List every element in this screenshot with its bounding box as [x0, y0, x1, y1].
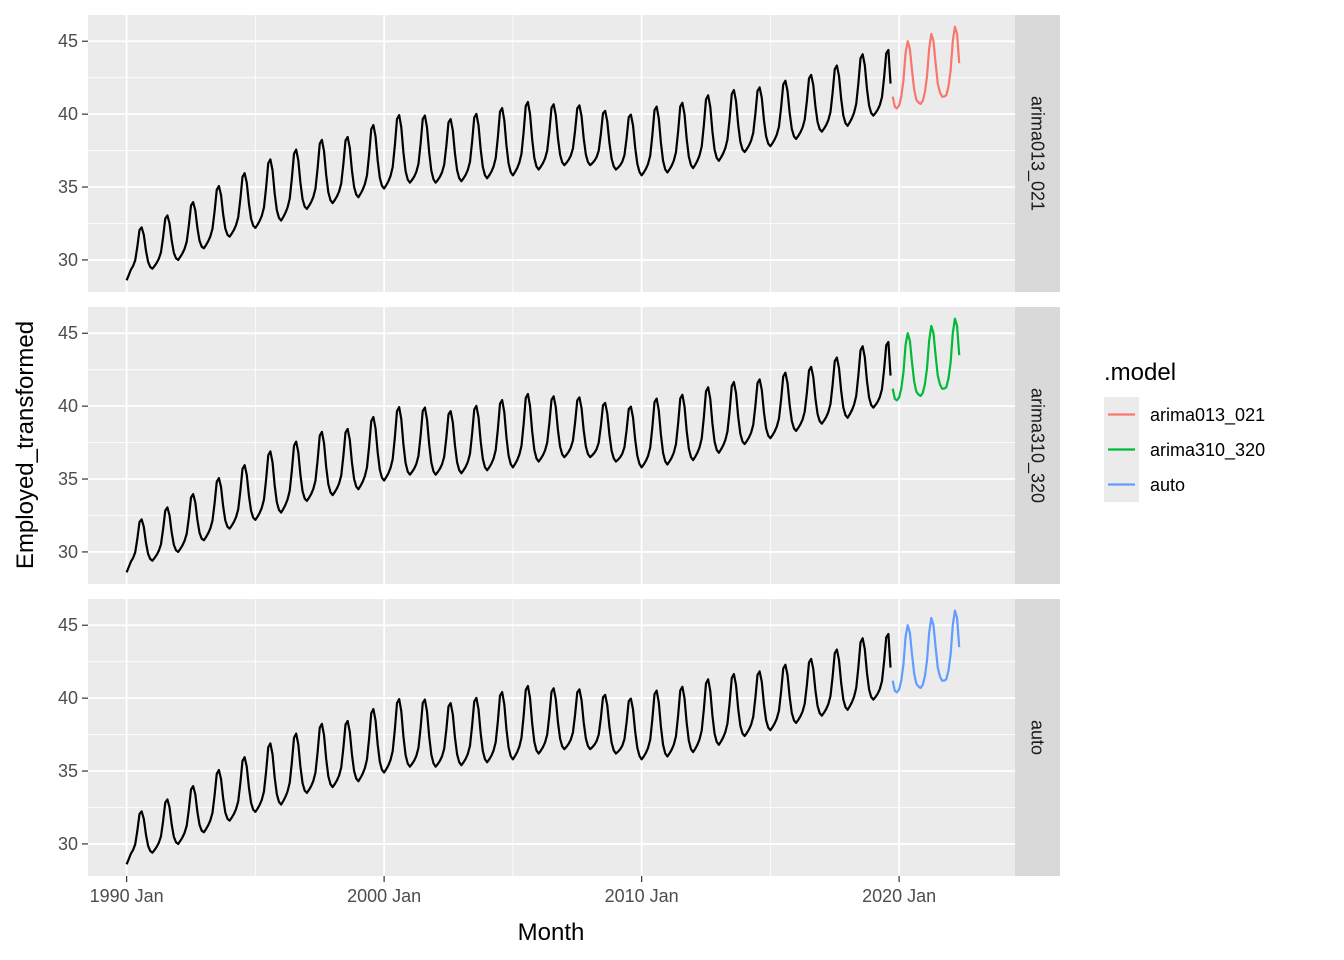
- forecast-line-auto: [891, 609, 961, 694]
- y-tick-label: 35: [58, 469, 78, 489]
- history-line: [125, 48, 892, 281]
- y-tick-label: 30: [58, 834, 78, 854]
- panel-background: [88, 599, 1015, 876]
- facet-panel-auto: 30 35 40 45 auto: [58, 599, 1060, 876]
- facet-panel-arima013_021: 30 35 40 45 arima013_021: [58, 15, 1060, 292]
- history-line: [125, 632, 892, 865]
- y-tick-label: 45: [58, 31, 78, 51]
- y-tick-label: 30: [58, 542, 78, 562]
- y-tick-label: 45: [58, 323, 78, 343]
- facet-panel-arima310_320: 30 35 40 45 arima310_320: [58, 307, 1060, 584]
- facet-strip-label: arima013_021: [1027, 96, 1048, 211]
- history-line: [125, 340, 892, 573]
- facet-strip-label: auto: [1028, 720, 1048, 755]
- y-tick-label: 45: [58, 615, 78, 635]
- x-tick-label: 2000 Jan: [347, 886, 421, 906]
- legend-label-arima310_320: arima310_320: [1150, 440, 1265, 461]
- y-tick-label: 35: [58, 761, 78, 781]
- x-tick-label: 2020 Jan: [862, 886, 936, 906]
- forecast-line-arima013_021: [891, 25, 961, 110]
- forecast-line-arima310_320: [891, 317, 961, 402]
- y-tick-label: 40: [58, 104, 78, 124]
- legend-title: .model: [1104, 359, 1176, 386]
- y-tick-label: 30: [58, 250, 78, 270]
- y-tick-label: 35: [58, 177, 78, 197]
- y-tick-label: 40: [58, 688, 78, 708]
- facet-strip: [1015, 15, 1060, 292]
- x-axis: 1990 Jan 2000 Jan 2010 Jan 2020 Jan: [90, 876, 936, 906]
- legend-label-auto: auto: [1150, 475, 1185, 495]
- y-axis-title: Employed_transformed: [12, 321, 39, 569]
- facet-panels: 30 35 40 45 arima013_021 30 35 40 45 arima310_320…: [58, 15, 1060, 876]
- x-tick-label: 2010 Jan: [605, 886, 679, 906]
- facet-strip-label: arima310_320: [1027, 388, 1048, 503]
- panel-background: [88, 15, 1015, 292]
- facet-strip: [1015, 307, 1060, 584]
- x-axis-title: Month: [518, 919, 585, 946]
- facet-strip: [1015, 599, 1060, 876]
- x-tick-label: 1990 Jan: [90, 886, 164, 906]
- y-tick-label: 40: [58, 396, 78, 416]
- legend-label-arima013_021: arima013_021: [1150, 405, 1265, 426]
- panel-background: [88, 307, 1015, 584]
